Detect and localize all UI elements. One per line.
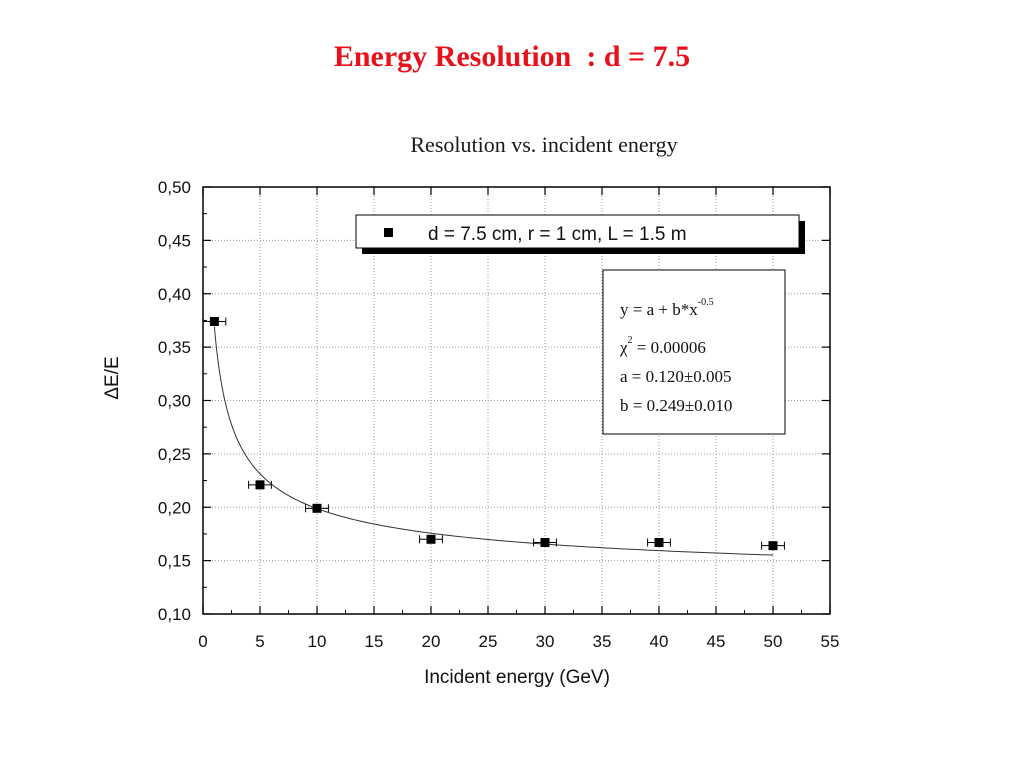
- data-point: [255, 480, 265, 490]
- x-tick-label: 15: [365, 632, 384, 651]
- y-axis-label: ΔE/E: [102, 356, 123, 399]
- y-tick-label: 0,15: [158, 552, 191, 571]
- legend: d = 7.5 cm, r = 1 cm, L = 1.5 m: [355, 214, 805, 254]
- x-tick-label: 45: [707, 632, 726, 651]
- fit-param-a: a = 0.120±0.005: [620, 367, 731, 386]
- x-tick-label: 0: [198, 632, 207, 651]
- fit-box-frame: [602, 269, 786, 435]
- x-tick-label: 20: [422, 632, 441, 651]
- y-tick-labels: 0,10 0,15 0,20 0,25 0,30 0,35 0,40 0,45 0,50: [158, 178, 191, 624]
- legend-box: [355, 214, 800, 249]
- y-tick-label: 0,40: [158, 285, 191, 304]
- x-tick-label: 30: [536, 632, 555, 651]
- data-point: [209, 317, 219, 327]
- fit-equation-main: y = a + b*x: [620, 300, 698, 319]
- x-tick-label: 50: [764, 632, 783, 651]
- y-tick-label: 0,50: [158, 178, 191, 197]
- axis-ticks: [202, 186, 831, 615]
- x-tick-label: 40: [650, 632, 669, 651]
- data-point: [654, 537, 664, 547]
- chart-title: Resolution vs. incident energy: [410, 132, 677, 157]
- data-point: [426, 534, 436, 544]
- fit-box: y = a + b*x-0.5 χ2 = 0.00006 a = 0.120±0…: [602, 269, 786, 435]
- legend-series-label: d = 7.5 cm, r = 1 cm, L = 1.5 m: [428, 224, 687, 245]
- data-point: [768, 541, 778, 551]
- y-tick-label: 0,30: [158, 392, 191, 411]
- x-tick-label: 55: [821, 632, 840, 651]
- fit-chi-value: = 0.00006: [633, 338, 706, 357]
- data-points: [202, 317, 785, 551]
- data-point: [312, 503, 322, 513]
- fit-equation: y = a + b*x-0.5: [620, 297, 714, 319]
- x-tick-label: 10: [308, 632, 327, 651]
- fit-param-b: b = 0.249±0.010: [620, 396, 732, 415]
- x-axis-label: Incident energy (GeV): [424, 667, 610, 688]
- fit-chi-symbol: χ: [619, 338, 628, 357]
- x-tick-label: 5: [255, 632, 264, 651]
- data-point: [540, 537, 550, 547]
- y-tick-label: 0,10: [158, 605, 191, 624]
- fit-chi-exponent: 2: [628, 335, 633, 346]
- x-tick-label: 35: [593, 632, 612, 651]
- x-tick-label: 25: [479, 632, 498, 651]
- slide-title: Energy Resolution : d = 7.5: [333, 40, 691, 73]
- y-tick-label: 0,35: [158, 338, 191, 357]
- fit-chi-square: χ2 = 0.00006: [619, 335, 706, 357]
- fit-equation-exponent: -0.5: [698, 297, 714, 308]
- x-tick-labels: 0 5 10 15 20 25 30 35 40 45 50 55: [198, 632, 839, 651]
- y-tick-label: 0,20: [158, 498, 191, 517]
- y-tick-label: 0,45: [158, 231, 191, 250]
- fit-curve: [213, 326, 774, 556]
- legend-marker-square-icon: [384, 228, 393, 237]
- y-tick-label: 0,25: [158, 445, 191, 464]
